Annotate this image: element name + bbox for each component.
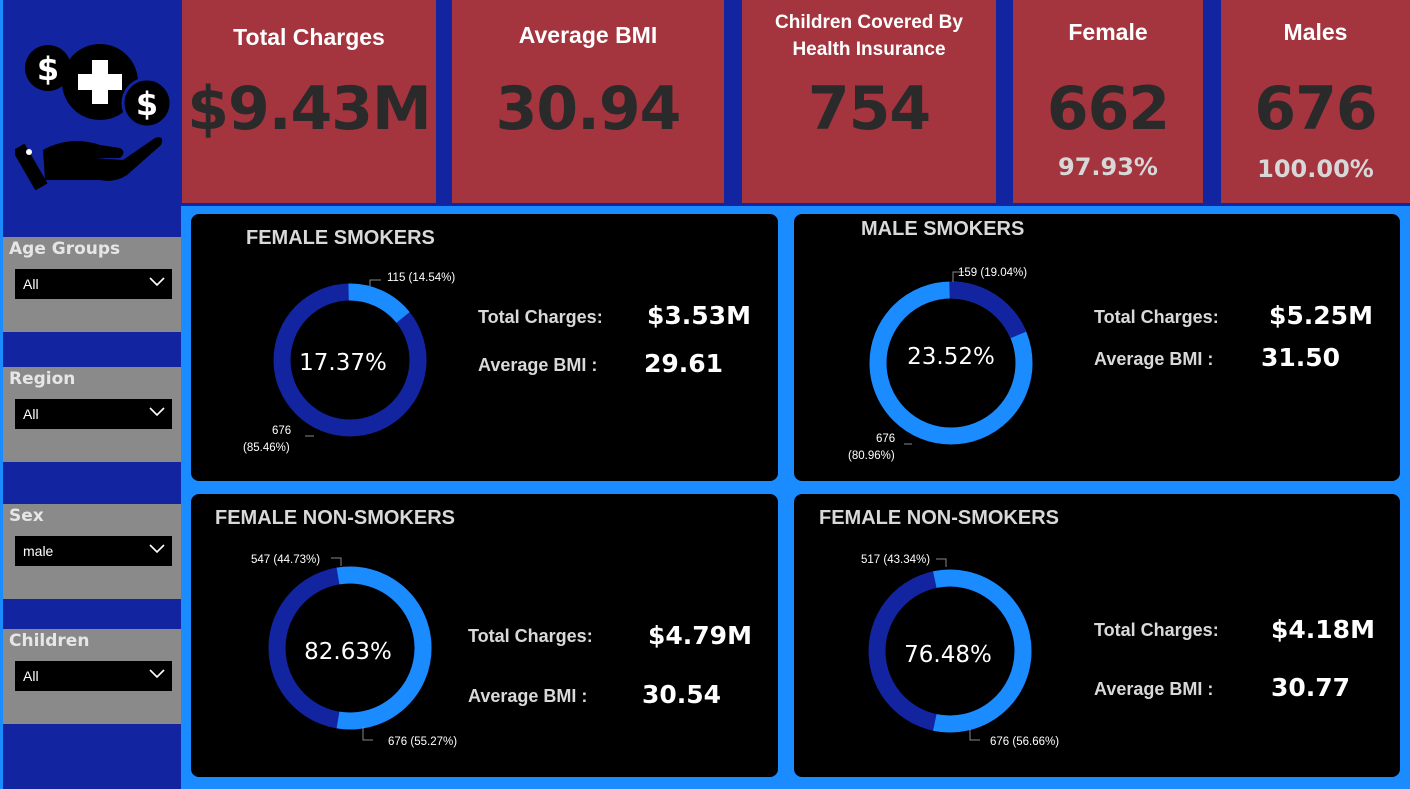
donut-label-small: 517 (43.34%) (861, 554, 930, 566)
total-charges-label: Total Charges: (1094, 620, 1219, 640)
kpi-percent: 100.00% (1257, 155, 1374, 183)
leader-line (331, 557, 342, 566)
svg-text:$: $ (37, 50, 59, 88)
donut-segment-highlight (949, 281, 1027, 339)
filter-label: Sex (9, 506, 44, 526)
total-charges-value: $4.18M (1271, 615, 1375, 644)
average-bmi-value: 31.50 (1261, 343, 1341, 372)
donut-label-large: 676 (272, 425, 291, 437)
kpi-children-covered: Children Covered By Health Insurance 754 (742, 0, 996, 203)
donut-label-large: 676 (55.27%) (388, 736, 457, 748)
panel-female-non-smokers-2: FEMALE NON-SMOKERS 76.48% 517 (43.34%) 6… (794, 494, 1400, 777)
panel-title: FEMALE SMOKERS (246, 227, 435, 249)
donut-center-percent: 23.52% (907, 344, 995, 370)
filter-children: Children All (3, 629, 181, 724)
donut-segment-highlight (336, 566, 432, 730)
donut-segment-highlight (348, 283, 410, 323)
filter-sex: Sex male (3, 504, 181, 599)
average-bmi-label: Average BMI : (468, 686, 588, 706)
chevron-down-icon (149, 544, 165, 554)
average-bmi-value: 29.61 (644, 349, 724, 378)
average-bmi-label: Average BMI : (1094, 679, 1214, 699)
kpi-value: 754 (807, 74, 931, 144)
kpi-title: Children Covered By Health Insurance (742, 9, 996, 63)
kpi-average-bmi: Average BMI 30.94 (452, 0, 724, 203)
kpi-value: 676 (1254, 74, 1377, 144)
leader-line (936, 558, 947, 567)
chevron-down-icon (149, 407, 165, 417)
donut-label-small: 115 (14.54%) (387, 272, 455, 284)
kpi-total-charges: Total Charges $9.43M (182, 0, 436, 203)
filter-region: Region All (3, 367, 181, 462)
kpi-title: Total Charges (233, 24, 385, 50)
dropdown-value: All (23, 276, 39, 292)
svg-text:$: $ (136, 85, 158, 123)
average-bmi-value: 30.54 (642, 680, 722, 709)
dropdown-value: All (23, 406, 39, 422)
panel-title: FEMALE NON-SMOKERS (215, 507, 455, 529)
donut-label-small: 547 (44.73%) (251, 554, 320, 566)
region-dropdown[interactable]: All (15, 399, 172, 429)
filter-label: Children (9, 631, 90, 651)
donut-label-large-pct: (80.96%) (848, 450, 895, 462)
children-dropdown[interactable]: All (15, 661, 172, 691)
total-charges-value: $3.53M (647, 301, 751, 330)
dropdown-value: All (23, 668, 39, 684)
panel-title: FEMALE NON-SMOKERS (819, 507, 1059, 529)
chevron-down-icon (149, 277, 165, 287)
kpi-title: Average BMI (518, 22, 658, 48)
age-groups-dropdown[interactable]: All (15, 269, 172, 299)
panel-title: MALE SMOKERS (861, 218, 1025, 240)
kpi-value: $9.43M (187, 74, 432, 144)
donut-segment-highlight (933, 569, 1032, 733)
kpi-title: Female (1068, 19, 1148, 45)
leader-line (969, 729, 980, 741)
kpi-males: Males 676 100.00% (1221, 0, 1410, 203)
donut-label-large: 676 (876, 433, 895, 445)
filter-label: Region (9, 369, 76, 389)
average-bmi-value: 30.77 (1271, 673, 1351, 702)
kpi-title-line1: Children Covered By (775, 12, 963, 33)
sex-dropdown[interactable]: male (15, 536, 172, 566)
kpi-value: 30.94 (495, 74, 682, 144)
total-charges-label: Total Charges: (1094, 307, 1219, 327)
donut-chart: 82.63% 547 (44.73%) 676 (55.27%) (251, 554, 457, 748)
kpi-percent: 97.93% (1058, 153, 1158, 181)
average-bmi-label: Average BMI : (1094, 349, 1214, 369)
donut-center-percent: 17.37% (299, 350, 387, 376)
leader-line (952, 271, 964, 282)
donut-center-percent: 76.48% (904, 642, 992, 668)
total-charges-value: $4.79M (648, 621, 752, 650)
kpi-title: Males (1283, 19, 1348, 45)
panel-female-smokers: FEMALE SMOKERS 17.37% 115 (14.54%) 676 (… (191, 214, 778, 481)
donut-label-small: 159 (19.04%) (958, 267, 1027, 279)
filter-age-groups: Age Groups All (3, 237, 181, 332)
total-charges-label: Total Charges: (468, 626, 593, 646)
kpi-female: Female 662 97.93% (1013, 0, 1203, 203)
total-charges-label: Total Charges: (478, 307, 603, 327)
donut-center-percent: 82.63% (304, 639, 392, 665)
dropdown-value: male (23, 543, 54, 559)
donut-chart: 17.37% 115 (14.54%) 676 (85.46%) (243, 272, 455, 454)
health-insurance-hand-icon: $ $ (15, 44, 173, 191)
filter-label: Age Groups (9, 239, 121, 259)
panel-male-smokers: MALE SMOKERS 23.52% 159 (19.04%) 676 (80… (794, 214, 1400, 481)
kpi-value: 662 (1046, 74, 1170, 144)
panel-female-non-smokers: FEMALE NON-SMOKERS 82.63% 547 (44.73%) 6… (191, 494, 778, 777)
donut-chart: 76.48% 517 (43.34%) 676 (56.66%) (861, 554, 1059, 748)
leader-line (369, 279, 381, 286)
donut-chart: 23.52% 159 (19.04%) 676 (80.96%) (848, 267, 1033, 462)
chevron-down-icon (149, 669, 165, 679)
average-bmi-label: Average BMI : (478, 355, 598, 375)
donut-label-large-pct: (85.46%) (243, 442, 290, 454)
donut-label-large: 676 (56.66%) (990, 736, 1059, 748)
kpi-title-line2: Health Insurance (792, 39, 946, 60)
total-charges-value: $5.25M (1269, 301, 1373, 330)
leader-line (362, 726, 373, 741)
